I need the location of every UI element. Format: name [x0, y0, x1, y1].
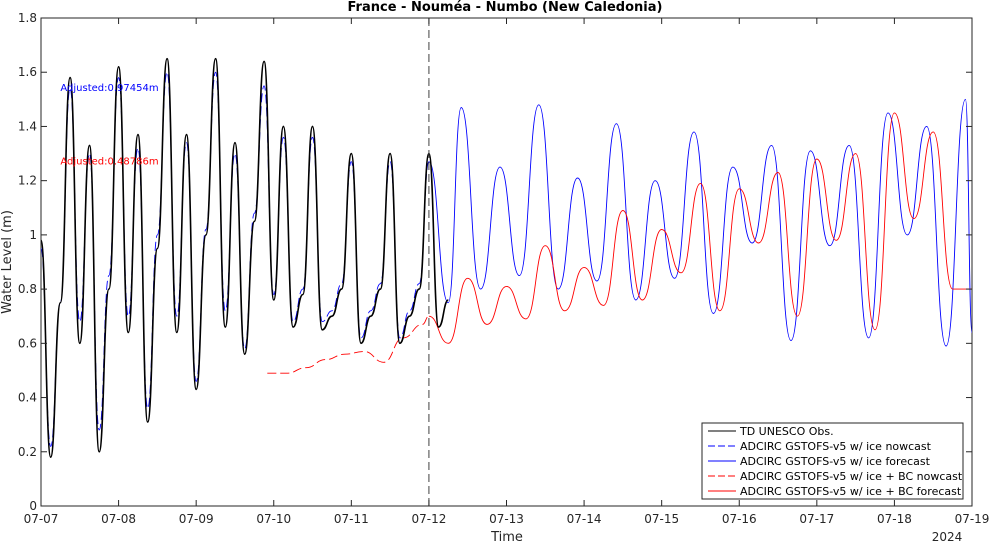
x-tick-label: 07-18	[877, 512, 912, 526]
y-tick-label: 1.2	[18, 174, 37, 188]
adjusted-annotation: Adjusted:0.48786m	[60, 156, 158, 167]
x-tick-label: 07-15	[644, 512, 679, 526]
x-tick-label: 07-07	[24, 512, 59, 526]
series-line-4	[428, 112, 972, 344]
y-tick-label: 0	[29, 499, 37, 513]
y-tick-label: 1.6	[18, 65, 37, 79]
x-tick-label: 07-11	[334, 512, 369, 526]
y-tick-label: 1.8	[18, 11, 37, 25]
x-axis-label: Time	[490, 530, 523, 542]
y-tick-label: 0.2	[18, 445, 37, 459]
legend-entry: ADCIRC GSTOFS-v5 w/ ice + BC nowcast	[740, 470, 963, 483]
series-line-2	[428, 98, 972, 347]
x-axis: 07-07 07-08 07-09 07-10 07-11 07-12 07-13 07-14…	[24, 18, 989, 526]
legend: TD UNESCO Obs. ADCIRC GSTOFS-v5 w/ ice no…	[701, 422, 964, 500]
y-tick-label: 0.8	[18, 282, 37, 296]
x-tick-label: 07-09	[179, 512, 214, 526]
y-tick-label: 1	[29, 228, 37, 242]
legend-entry: ADCIRC GSTOFS-v5 w/ ice nowcast	[740, 440, 932, 453]
x-tick-label: 07-17	[799, 512, 834, 526]
chart-title: France - Nouméa - Numbo (New Caledonia)	[348, 0, 663, 15]
y-tick-label: 0.4	[18, 391, 37, 405]
x-tick-label: 07-12	[411, 512, 446, 526]
series-line-1	[41, 71, 430, 447]
y-tick-label: 0.6	[18, 336, 37, 350]
x-tick-label: 07-16	[722, 512, 757, 526]
x-tick-label: 07-10	[256, 512, 291, 526]
legend-entry: ADCIRC GSTOFS-v5 w/ ice + BC forecast	[740, 485, 962, 498]
x-tick-label: 07-08	[101, 512, 136, 526]
x-tick-label: 07-14	[567, 512, 602, 526]
y-axis: 0 0.2 0.4 0.6 0.8 1 1.2 1.4 1.6 1.8	[18, 11, 972, 513]
x-tick-label: 07-13	[489, 512, 524, 526]
adjusted-annotation: Adjusted:0.97454m	[60, 83, 158, 94]
series-line-0	[41, 57, 449, 459]
series-layer	[41, 57, 972, 459]
y-axis-label: Water Level (m)	[0, 210, 15, 314]
year-label: 2024	[932, 530, 963, 542]
y-tick-label: 1.4	[18, 119, 37, 133]
series-line-3	[267, 315, 430, 374]
annotations: Adjusted:0.97454m Adjusted:0.48786m	[60, 83, 158, 167]
legend-entry: ADCIRC GSTOFS-v5 w/ ice forecast	[740, 455, 931, 468]
legend-box	[701, 422, 964, 500]
legend-entry: TD UNESCO Obs.	[739, 425, 834, 438]
x-tick-label: 07-19	[955, 512, 989, 526]
